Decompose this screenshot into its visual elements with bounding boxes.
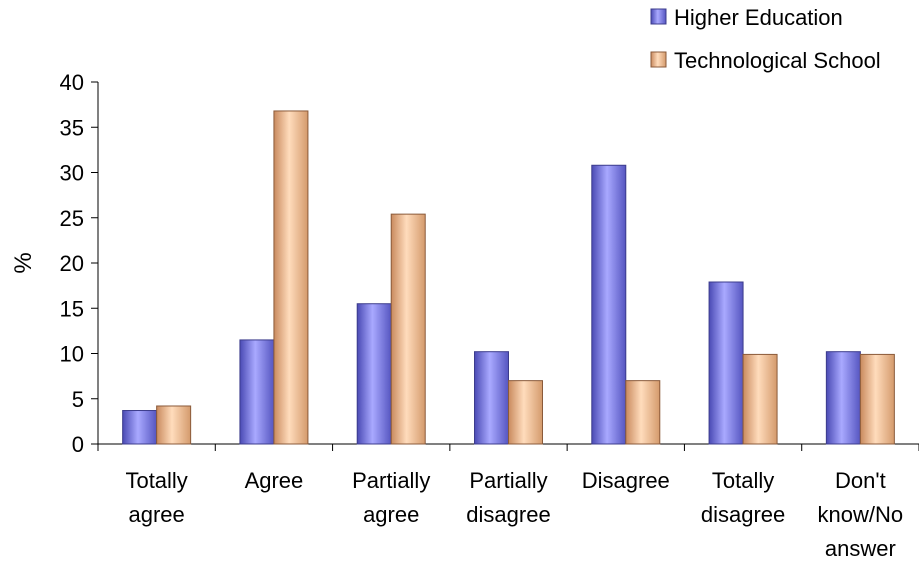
axis-labels: 0 5 10 15 20 25 30 35 40% Totally agree Agree Partia…: [10, 70, 903, 561]
y-tick-label: 0: [72, 432, 84, 457]
bar-higher-education: [474, 351, 509, 445]
y-tick-label: 40: [60, 70, 84, 95]
bar-higher-education: [239, 339, 275, 445]
legend-label: Higher Education: [674, 5, 843, 30]
y-tick-label: 25: [60, 206, 84, 231]
bar-higher-education: [356, 303, 392, 445]
legend-swatch: [650, 8, 667, 25]
y-tick-label: 5: [72, 387, 84, 412]
legend: Higher Education Technological School: [650, 5, 881, 73]
legend-label: Technological School: [674, 48, 881, 73]
bar-technological-school: [742, 353, 778, 445]
y-axis-title: %: [10, 252, 37, 273]
x-tick-label: Totally disagree: [701, 468, 785, 527]
bar-higher-education: [708, 281, 744, 445]
x-tick-label: Partially disagree: [466, 468, 550, 527]
x-tick-label: Agree: [245, 468, 304, 493]
y-tick-label: 15: [60, 296, 84, 321]
legend-swatch: [650, 51, 667, 68]
x-tick-label: Totally agree: [125, 468, 187, 527]
bar-technological-school: [273, 110, 309, 445]
bar-technological-school: [390, 213, 426, 445]
bar-technological-school: [859, 353, 895, 445]
bar-technological-school: [625, 380, 661, 445]
bar-higher-education: [825, 351, 861, 445]
y-tick-label: 10: [60, 342, 84, 367]
y-tick-label: 35: [60, 115, 84, 140]
y-tick-label: 30: [60, 161, 84, 186]
x-tick-label: Don't know/No answer: [818, 468, 904, 561]
bar-higher-education: [591, 164, 627, 445]
bar-technological-school: [156, 405, 192, 445]
bar-technological-school: [508, 380, 543, 445]
bar-higher-education: [122, 410, 158, 445]
y-tick-label: 20: [60, 251, 84, 276]
bars: [122, 110, 895, 445]
x-tick-label: Partially agree: [352, 468, 430, 527]
x-tick-label: Disagree: [582, 468, 670, 493]
